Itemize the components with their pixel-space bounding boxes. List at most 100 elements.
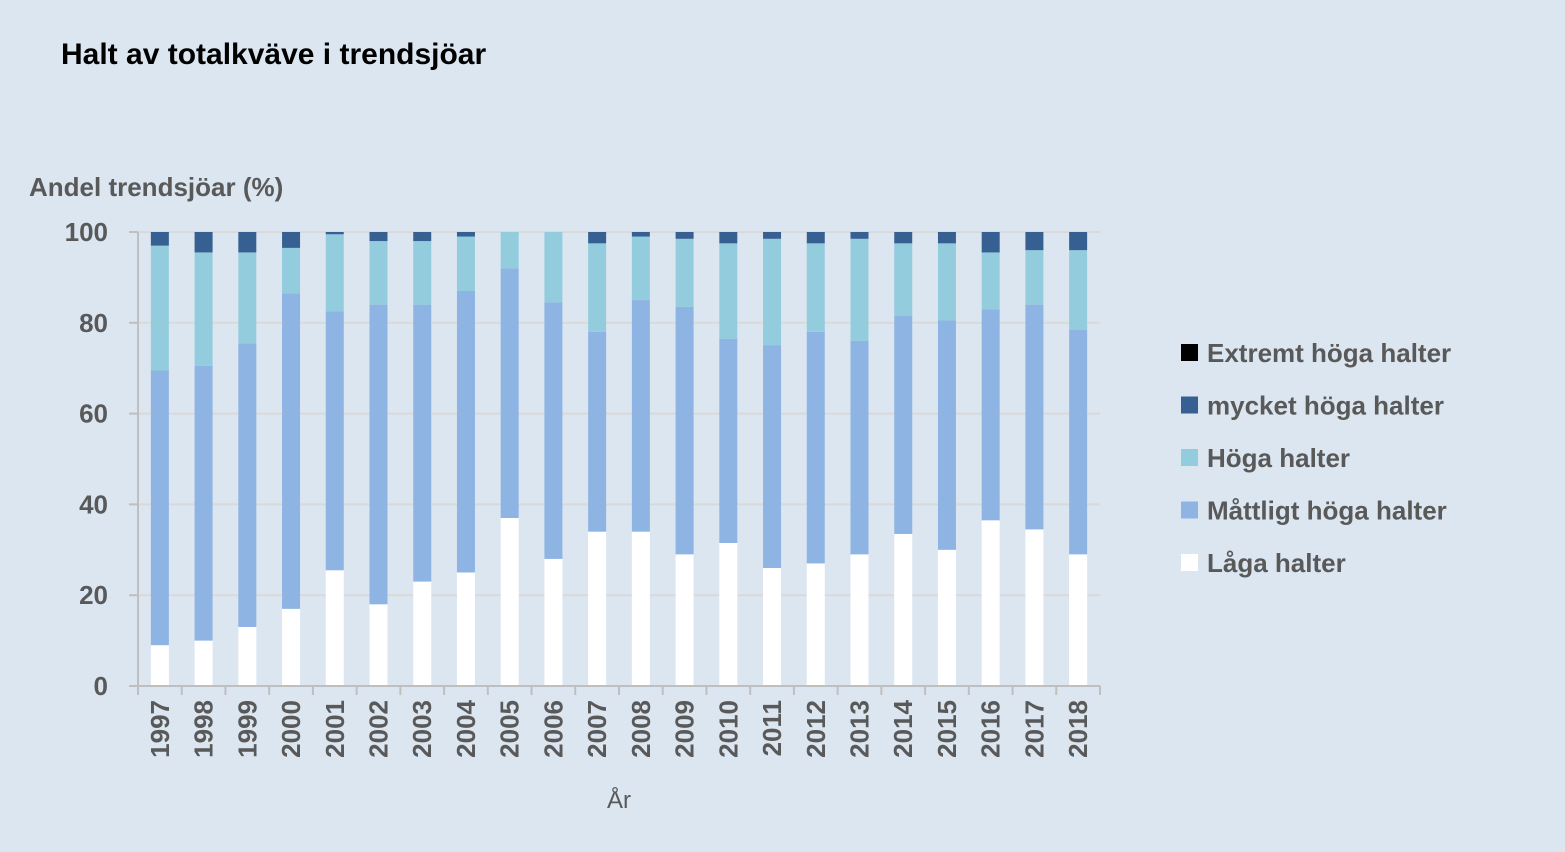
- bar-segment: [806, 563, 825, 686]
- x-tick-label: 2002: [364, 700, 394, 758]
- bar-segment: [369, 604, 388, 686]
- bar-segment: [719, 232, 738, 244]
- bar-segment: [763, 345, 782, 568]
- bar-segment: [413, 304, 432, 582]
- legend-swatch: [1181, 396, 1198, 414]
- bar-segment: [719, 243, 738, 339]
- bar-segment: [325, 232, 344, 235]
- bar-segment: [325, 234, 344, 312]
- bar-segment: [150, 645, 169, 686]
- bar-segment: [981, 309, 1000, 521]
- bar-segment: [1069, 329, 1088, 555]
- bar-segment: [369, 304, 388, 605]
- bar-segment: [1069, 250, 1088, 330]
- bar-segment: [588, 232, 607, 244]
- bar-segment: [894, 243, 913, 316]
- bar-segment: [675, 232, 694, 239]
- legend-entry: Höga halter: [1207, 443, 1350, 473]
- x-tick-label: 2011: [757, 700, 787, 756]
- x-tick-label: 2016: [976, 700, 1006, 758]
- bar-segment: [194, 365, 213, 641]
- bar-segment: [588, 243, 607, 332]
- bar-segment: [806, 232, 825, 244]
- y-tick-label: 20: [79, 580, 108, 610]
- bar-segment: [369, 232, 388, 242]
- bar-segment: [194, 232, 213, 253]
- x-tick-label: 2010: [713, 700, 743, 758]
- bar-segment: [763, 567, 782, 686]
- bar-segment: [544, 302, 563, 559]
- x-tick-label: 2018: [1063, 700, 1093, 758]
- legend-entry: Extremt höga halter: [1207, 338, 1451, 368]
- bar-segment: [631, 531, 650, 686]
- x-tick-label: 2004: [451, 699, 481, 757]
- bar-segment: [238, 343, 257, 627]
- bar-segment: [1025, 304, 1044, 530]
- legend: Extremt höga halter mycket höga halter Hög…: [1181, 338, 1451, 578]
- bar-segment: [238, 626, 257, 686]
- bar-segment: [500, 518, 519, 686]
- bar-segment: [850, 238, 869, 341]
- x-tick-label: 2007: [582, 700, 612, 758]
- bar-segment: [850, 340, 869, 555]
- bar-segment: [894, 315, 913, 534]
- bar-segment: [981, 232, 1000, 253]
- bar-segment: [1025, 232, 1044, 251]
- bar-segment: [937, 232, 956, 244]
- bar-segment: [937, 549, 956, 686]
- legend-swatch: [1181, 501, 1198, 519]
- bar-segment: [763, 238, 782, 346]
- y-tick-label: 80: [79, 308, 108, 338]
- bar-segment: [150, 370, 169, 646]
- bar-segment: [238, 232, 257, 253]
- bar-segment: [456, 572, 475, 686]
- bar-segment: [282, 608, 301, 686]
- bar-segment: [937, 320, 956, 550]
- bar-segment: [282, 293, 301, 609]
- bar-segment: [675, 554, 694, 686]
- bar-segment: [675, 238, 694, 307]
- legend-swatch: [1181, 449, 1198, 466]
- bar-segment: [850, 554, 869, 686]
- y-tick-labels: 0 20 40 60 80 100: [65, 217, 108, 701]
- bar-segment: [719, 542, 738, 686]
- x-tick-label: 2017: [1019, 700, 1049, 758]
- bar-segment: [719, 338, 738, 543]
- chart-title: Halt av totalkväve i trendsjöar: [61, 38, 486, 71]
- y-tick-label: 0: [94, 671, 108, 701]
- bar-segment: [588, 531, 607, 686]
- bar-segment: [413, 581, 432, 686]
- legend-entry: Måttligt höga halter: [1207, 496, 1447, 526]
- bar-segment: [325, 570, 344, 686]
- bar-segment: [150, 232, 169, 246]
- bar-segment: [631, 300, 650, 532]
- y-axis-label: Andel trendsjöar (%): [29, 172, 283, 202]
- x-tick-label: 2014: [888, 699, 918, 757]
- x-tick-label: 1998: [189, 700, 219, 758]
- bar-segment: [194, 252, 213, 366]
- bar-segment: [1069, 232, 1088, 251]
- x-tick-label: 2009: [670, 700, 700, 758]
- x-tick-label: 2006: [538, 700, 568, 758]
- bar-segment: [894, 533, 913, 686]
- bar-segment: [456, 232, 475, 237]
- x-tick-label: 2008: [626, 700, 656, 758]
- bar-segment: [194, 640, 213, 686]
- y-tick-label: 40: [79, 489, 108, 519]
- legend-entry: Låga halter: [1207, 548, 1346, 578]
- bar-segment: [413, 232, 432, 242]
- bar-segment: [894, 232, 913, 244]
- x-tick-label: 1997: [145, 700, 175, 758]
- bar-segment: [631, 236, 650, 301]
- bar-segment: [1025, 529, 1044, 686]
- x-tick-label: 2005: [495, 700, 525, 758]
- x-tick-label: 1999: [232, 700, 262, 758]
- bar-segment: [500, 268, 519, 519]
- bar-segment: [806, 331, 825, 564]
- x-axis-label: År: [607, 786, 631, 814]
- bar-segment: [1069, 554, 1088, 686]
- bar-segment: [325, 311, 344, 571]
- bar-segment: [456, 236, 475, 292]
